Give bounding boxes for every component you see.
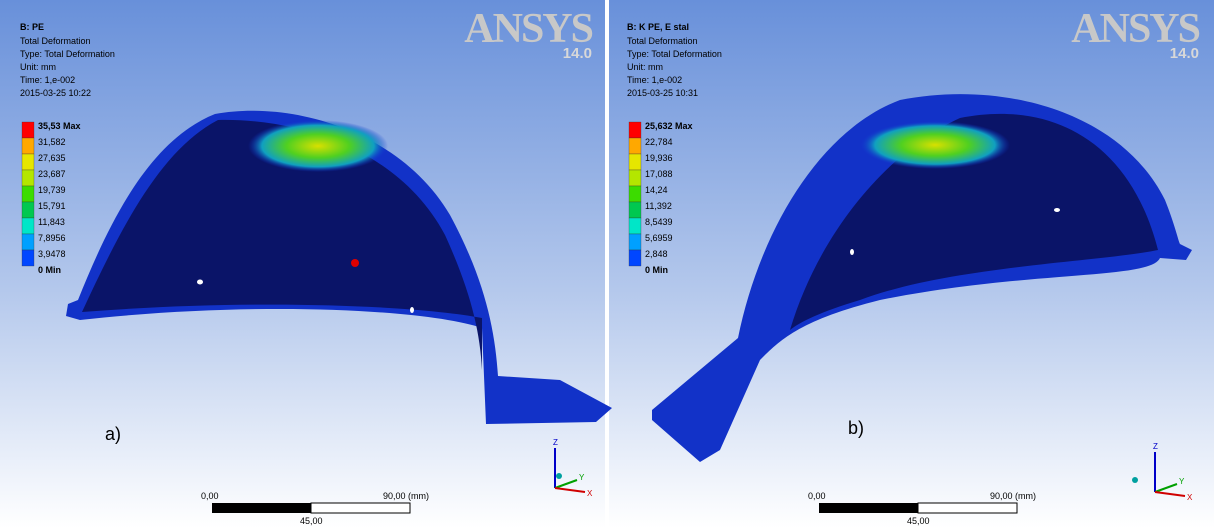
result-info: Unit: mm bbox=[627, 62, 663, 72]
result-info: Unit: mm bbox=[20, 62, 56, 72]
legend-label: 2,848 bbox=[645, 249, 668, 259]
legend-label: 27,635 bbox=[38, 153, 66, 163]
scale-label: 0,00 bbox=[201, 491, 219, 501]
legend-swatch bbox=[629, 122, 641, 138]
legend-label: 15,791 bbox=[38, 201, 66, 211]
legend-label: 17,088 bbox=[645, 169, 673, 179]
legend-label: 35,53 Max bbox=[38, 121, 81, 131]
legend-label: 19,739 bbox=[38, 185, 66, 195]
screenshot: B: PE Total Deformation Type: Total Deform… bbox=[0, 0, 1214, 528]
legend-label: 0 Min bbox=[645, 265, 668, 275]
result-info: Time: 1,e-002 bbox=[20, 75, 75, 85]
axis-label: Y bbox=[579, 473, 585, 482]
axis-label: X bbox=[1187, 493, 1193, 502]
scale-label: 45,00 bbox=[907, 516, 930, 526]
scale-label: 45,00 bbox=[300, 516, 323, 526]
legend-swatch bbox=[629, 170, 641, 186]
legend-swatch bbox=[629, 186, 641, 202]
legend-label: 19,936 bbox=[645, 153, 673, 163]
legend-swatch bbox=[629, 234, 641, 250]
legend-swatch bbox=[22, 186, 34, 202]
legend-swatch bbox=[629, 202, 641, 218]
legend-label: 14,24 bbox=[645, 185, 668, 195]
legend-swatch bbox=[629, 138, 641, 154]
scale-bar-black bbox=[819, 503, 918, 513]
legend-label: 7,8956 bbox=[38, 233, 66, 243]
legend-swatch bbox=[629, 218, 641, 234]
version: 14.0 bbox=[1170, 45, 1199, 62]
figure-label: a) bbox=[105, 424, 121, 444]
result-info: Total Deformation bbox=[20, 36, 91, 46]
legend-label: 25,632 Max bbox=[645, 121, 693, 131]
result-info: Type: Total Deformation bbox=[20, 49, 115, 59]
result-info: 2015-03-25 10:22 bbox=[20, 88, 91, 98]
legend-swatch bbox=[22, 138, 34, 154]
axis-label: Y bbox=[1179, 477, 1185, 486]
scale-label: 0,00 bbox=[808, 491, 826, 501]
scale-bar-black bbox=[212, 503, 311, 513]
legend-swatch bbox=[22, 234, 34, 250]
legend-swatch bbox=[22, 170, 34, 186]
scale-label: 90,00 (mm) bbox=[383, 491, 429, 501]
result-info: Total Deformation bbox=[627, 36, 698, 46]
legend-label: 0 Min bbox=[38, 265, 61, 275]
axis-label: Z bbox=[1153, 442, 1158, 451]
legend-swatch bbox=[22, 154, 34, 170]
legend-swatch bbox=[629, 250, 641, 266]
triad-origin bbox=[556, 473, 562, 479]
legend-label: 3,9478 bbox=[38, 249, 66, 259]
scale-bar-white bbox=[311, 503, 410, 513]
divider bbox=[605, 0, 609, 528]
legend-label: 22,784 bbox=[645, 137, 673, 147]
legend-swatch bbox=[22, 202, 34, 218]
result-title: B: K PE, E stal bbox=[627, 22, 689, 32]
figure-label: b) bbox=[848, 418, 864, 438]
legend-swatch bbox=[22, 218, 34, 234]
result-info: Time: 1,e-002 bbox=[627, 75, 682, 85]
axis-label: X bbox=[587, 489, 593, 498]
legend-swatch bbox=[22, 250, 34, 266]
result-info: Type: Total Deformation bbox=[627, 49, 722, 59]
scale-bar-white bbox=[918, 503, 1017, 513]
legend-swatch bbox=[629, 154, 641, 170]
legend-label: 11,843 bbox=[38, 217, 65, 227]
axis-label: Z bbox=[553, 438, 558, 447]
result-info: 2015-03-25 10:31 bbox=[627, 88, 698, 98]
legend-swatch bbox=[22, 122, 34, 138]
triad-origin bbox=[1132, 477, 1138, 483]
legend-label: 23,687 bbox=[38, 169, 66, 179]
version: 14.0 bbox=[563, 45, 592, 62]
scale-label: 90,00 (mm) bbox=[990, 491, 1036, 501]
legend-label: 5,6959 bbox=[645, 233, 673, 243]
legend-label: 31,582 bbox=[38, 137, 66, 147]
legend-label: 8,5439 bbox=[645, 217, 673, 227]
result-title: B: PE bbox=[20, 22, 44, 32]
legend-label: 11,392 bbox=[645, 201, 672, 211]
